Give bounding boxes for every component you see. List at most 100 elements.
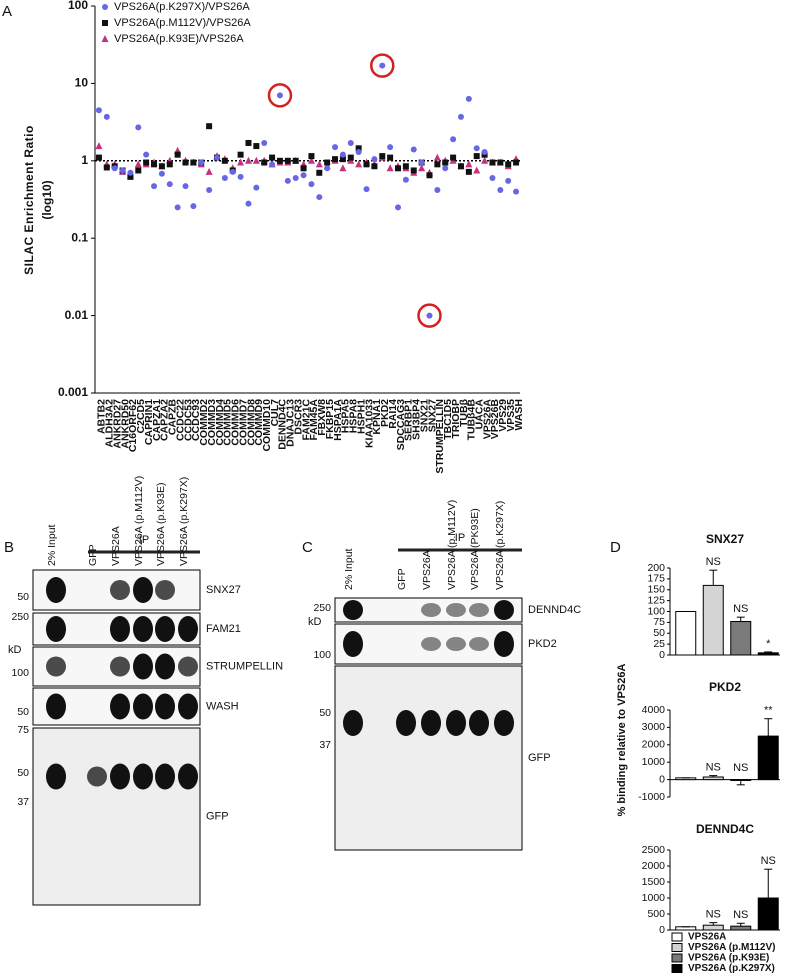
y-axis-label: SILAC Enrichment Ratio [22, 125, 36, 275]
x-tick-label: DNAJC13 [285, 399, 297, 447]
x-tick-label: COMMD4 [214, 399, 226, 446]
significance-label: NS [733, 909, 748, 921]
legend-label: VPS26A(p.K297X)/VPS26A [114, 1, 250, 13]
x-tick-label: SNX27 [426, 399, 438, 432]
blot-band [178, 693, 198, 720]
blot-band [110, 656, 130, 677]
highlight-ring [370, 53, 395, 78]
blot-band [421, 637, 441, 651]
data-point [276, 157, 283, 164]
blot-strip [334, 665, 523, 851]
x-tick-label: KPNA1 [371, 399, 383, 435]
data-point [395, 204, 402, 211]
blot-band [343, 600, 363, 620]
data-point [489, 159, 496, 166]
kd-label: kD [308, 616, 322, 628]
blot-band [494, 710, 514, 736]
x-tick-label: C16ORF62 [127, 399, 139, 452]
x-tick-label: TRIOBP [450, 399, 462, 439]
blot-band [178, 763, 198, 790]
mw-marker: 50 [17, 706, 29, 718]
data-point [253, 184, 260, 191]
mw-marker: 50 [319, 707, 331, 719]
x-tick-label: CCDC53 [182, 399, 194, 441]
data-point [505, 177, 512, 184]
lane-label: VPS26A (p.K297X) [494, 501, 506, 590]
data-point [505, 161, 512, 168]
blot-band [469, 603, 489, 617]
x-tick-label: VPS26B [489, 399, 501, 440]
ip-label: IP [455, 532, 465, 544]
mw-marker: 250 [11, 611, 29, 623]
lane-label: VPS26A [110, 526, 122, 566]
data-point [95, 142, 103, 150]
data-point [198, 159, 205, 166]
blot-band [155, 580, 175, 600]
data-point [316, 194, 323, 201]
data-point [457, 163, 464, 170]
x-tick-label: C2CD5 [135, 399, 147, 434]
data-point [269, 154, 276, 161]
band-label: STRUMPELLIN [206, 660, 283, 672]
y-tick-label: 1 [81, 153, 88, 167]
blot-band [155, 763, 175, 790]
x-tick-label: VPS26A [481, 399, 493, 440]
lane-label: VPS26A (p.K297X) [178, 477, 190, 566]
data-point [213, 154, 220, 161]
data-point [276, 92, 283, 99]
y-tick-label: 500 [647, 908, 665, 920]
band-label: GFP [528, 752, 551, 764]
data-point [339, 164, 347, 172]
data-point [402, 163, 409, 170]
lane-label: VPS26A (p.M112V) [133, 476, 145, 566]
data-point [465, 160, 473, 168]
bar [730, 779, 752, 781]
data-point [418, 159, 425, 166]
x-tick-label: ANKRD50 [119, 399, 131, 449]
data-point [371, 163, 378, 170]
y-tick-label: 1500 [642, 876, 666, 888]
y-tick-label: 2500 [642, 844, 666, 856]
data-point [134, 160, 142, 168]
x-tick-label: TUBβ [458, 398, 470, 427]
x-tick-label: COMMD7 [237, 399, 249, 446]
blot-band [46, 693, 66, 720]
mw-marker: 37 [319, 739, 331, 751]
x-tick-label: SH3BP4 [411, 399, 423, 440]
data-point [206, 186, 213, 193]
y-tick-label: 3000 [642, 721, 666, 733]
blot-band [133, 763, 153, 790]
y-tick-label: 4000 [642, 704, 666, 716]
data-point [465, 168, 472, 175]
data-point [355, 145, 362, 152]
data-point [497, 186, 504, 193]
data-point [300, 172, 307, 179]
x-tick-label: CAPRIN1 [143, 399, 155, 445]
significance-label: NS [761, 855, 776, 867]
data-point [395, 165, 402, 172]
legend-label: VPS26A(p.M112V)/VPS26A [114, 17, 251, 29]
data-point [245, 139, 252, 146]
data-point [151, 183, 158, 190]
data-point [347, 139, 354, 146]
x-tick-label: ALDH3A2 [104, 399, 116, 448]
data-point [339, 156, 346, 163]
panel-label: D [610, 539, 621, 556]
blot-band [110, 693, 130, 720]
blot-band [178, 616, 198, 642]
data-point [237, 173, 244, 180]
x-tick-label: FAM21C [300, 399, 312, 441]
data-point [363, 186, 370, 193]
y-tick-label: 1000 [642, 892, 666, 904]
legend-marker [102, 4, 108, 10]
data-point [481, 156, 489, 164]
panel-label: B [4, 539, 14, 556]
blot-band [396, 710, 416, 736]
chart-title: SNX27 [706, 532, 744, 546]
data-point [237, 158, 245, 166]
significance-label: NS [706, 556, 721, 568]
blot-band [110, 616, 130, 642]
blot-band [343, 631, 363, 657]
y-tick-label: 1000 [642, 756, 666, 768]
data-point [316, 169, 323, 176]
